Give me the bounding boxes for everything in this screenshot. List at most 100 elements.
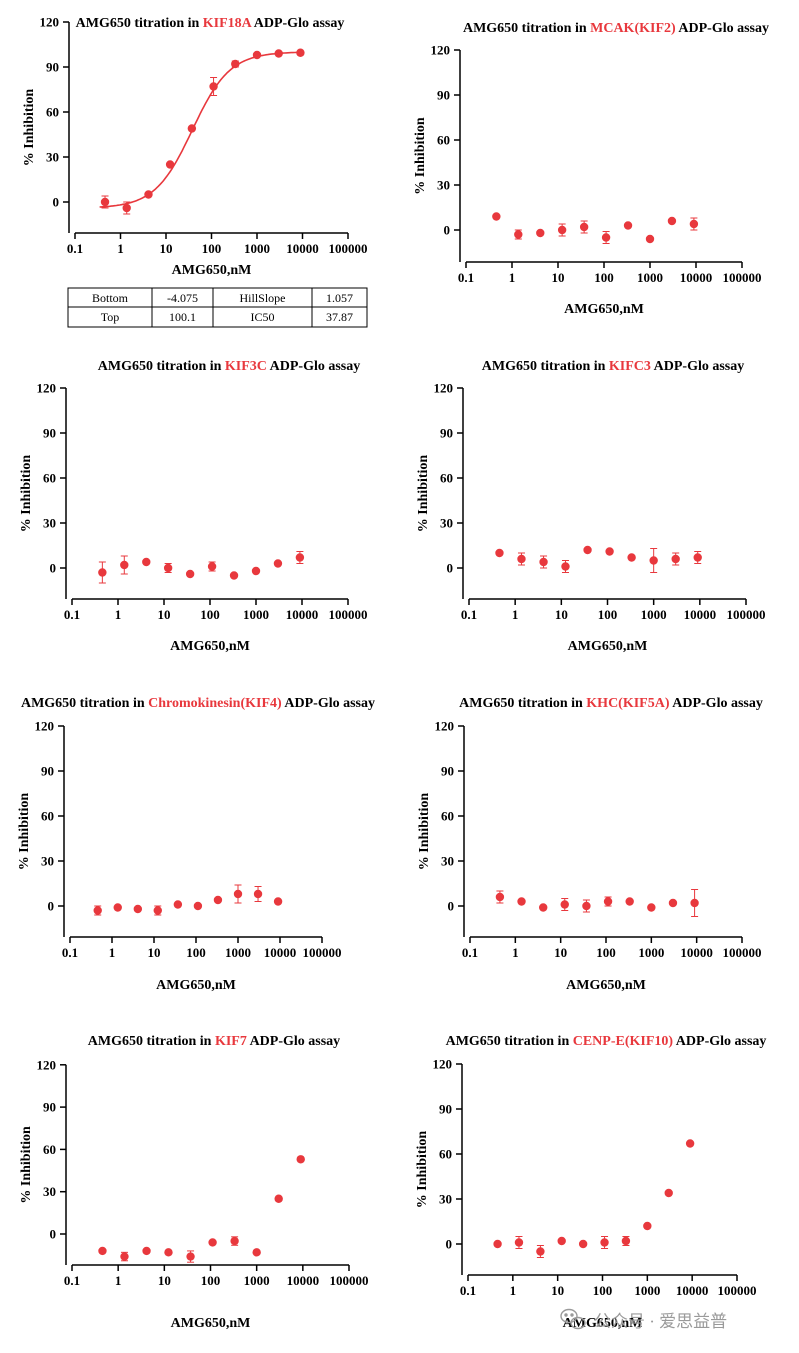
data-marker [296, 1155, 305, 1164]
chart-title-suffix: ADP-Glo assay [670, 696, 763, 711]
data-point [233, 884, 243, 904]
y-tick-label: 0 [50, 561, 57, 576]
data-marker [583, 545, 592, 555]
data-marker [495, 892, 505, 902]
data-point [689, 217, 699, 231]
x-tick-label: 10 [555, 607, 568, 622]
chart-title: AMG650 titration in MCAK(KIF2) ADP-Glo a… [463, 21, 769, 36]
x-tick-label: 0.1 [462, 945, 478, 960]
chart-title-target: KIF3C [225, 359, 267, 374]
data-marker [120, 1252, 129, 1261]
x-tick-label: 10000 [264, 945, 297, 960]
y-tick-label: 30 [441, 854, 454, 869]
x-tick-label: 10 [551, 1283, 564, 1298]
y-tick-label: 120 [431, 43, 451, 58]
x-tick-label: 10000 [680, 270, 713, 285]
data-point [253, 886, 263, 902]
data-marker [492, 212, 501, 221]
data-point [93, 905, 102, 916]
data-point [667, 216, 677, 226]
y-tick-label: 90 [46, 60, 59, 75]
chart-title-suffix: ADP-Glo assay [247, 1034, 340, 1049]
data-marker [207, 562, 217, 571]
data-marker [643, 1221, 652, 1231]
data-point [98, 1246, 107, 1256]
x-axis-title: AMG650,nM [564, 302, 644, 317]
x-tick-label: 1 [512, 945, 519, 960]
x-tick-label: 0.1 [67, 241, 83, 256]
x-tick-label: 1000 [641, 607, 667, 622]
data-marker [514, 230, 523, 239]
data-marker [165, 160, 175, 169]
data-point [583, 545, 592, 555]
chart-panel: AMG650 titration in Chromokinesin(KIF4) … [17, 696, 375, 993]
data-marker [273, 897, 283, 906]
data-point [209, 77, 218, 96]
chart-title: AMG650 titration in KIF18A ADP-Glo assay [76, 16, 345, 31]
data-point [98, 561, 107, 584]
chart-title-prefix: AMG650 titration in [21, 696, 148, 711]
data-marker [560, 900, 569, 909]
data-marker [153, 906, 162, 915]
data-point [539, 555, 548, 569]
data-marker [495, 548, 504, 558]
x-tick-label: 100 [201, 1273, 221, 1288]
params-table-cell: -4.075 [167, 291, 198, 305]
data-point [492, 212, 501, 221]
y-tick-label: 60 [440, 471, 453, 486]
data-point [536, 228, 545, 238]
data-marker [647, 903, 656, 912]
params-table: Bottom -4.075 HillSlope 1.057 Top 100.1 IC50 37… [67, 287, 368, 328]
chart-title-prefix: AMG650 titration in [446, 1034, 573, 1049]
chart-title-target: CENP-E(KIF10) [573, 1034, 674, 1049]
chart-title-prefix: AMG650 titration in [98, 359, 225, 374]
data-point [623, 221, 633, 230]
data-marker [689, 219, 699, 229]
data-point [207, 561, 217, 572]
x-tick-label: 10 [158, 1273, 171, 1288]
data-point [517, 897, 526, 906]
data-point [185, 569, 195, 579]
x-tick-label: 10 [158, 607, 171, 622]
data-point [144, 190, 153, 199]
data-marker [93, 906, 102, 915]
data-marker [605, 547, 614, 556]
chart-panel: AMG650 titration in KIFC3 ADP-Glo assay 0… [416, 359, 766, 654]
x-tick-label: 0.1 [458, 270, 474, 285]
data-marker [164, 1248, 173, 1257]
x-tick-label: 100000 [329, 607, 368, 622]
data-marker [230, 1236, 239, 1246]
y-tick-label: 30 [437, 178, 450, 193]
watermark: 公众号 · 爱思益普 [560, 1308, 727, 1331]
params-table-cell: IC50 [251, 310, 275, 324]
data-marker [98, 568, 107, 577]
data-marker [690, 898, 699, 908]
data-point [296, 1155, 305, 1164]
x-tick-label: 0.1 [62, 945, 78, 960]
data-point [600, 1236, 609, 1249]
chart-title: AMG650 titration in KHC(KIF5A) ADP-Glo a… [459, 696, 763, 711]
data-marker [601, 233, 611, 242]
data-marker [668, 898, 678, 908]
y-tick-label: 120 [40, 15, 60, 30]
y-tick-label: 90 [41, 764, 54, 779]
y-axis-title: % Inhibition [22, 89, 37, 167]
data-marker [557, 225, 567, 235]
data-marker [623, 221, 633, 230]
x-tick-label: 100000 [727, 607, 766, 622]
data-marker [296, 48, 305, 57]
x-tick-label: 1000 [638, 945, 664, 960]
y-tick-label: 30 [43, 516, 56, 531]
data-point [690, 889, 699, 917]
y-tick-label: 120 [433, 1057, 453, 1072]
data-point [163, 563, 173, 573]
y-tick-label: 60 [43, 471, 56, 486]
y-tick-label: 60 [439, 1147, 452, 1162]
data-marker [578, 1239, 588, 1249]
data-marker [579, 222, 589, 232]
wechat-icon [560, 1308, 586, 1330]
data-marker [185, 569, 195, 579]
data-marker [229, 571, 239, 580]
data-point [605, 547, 614, 556]
x-tick-label: 10 [160, 241, 173, 256]
